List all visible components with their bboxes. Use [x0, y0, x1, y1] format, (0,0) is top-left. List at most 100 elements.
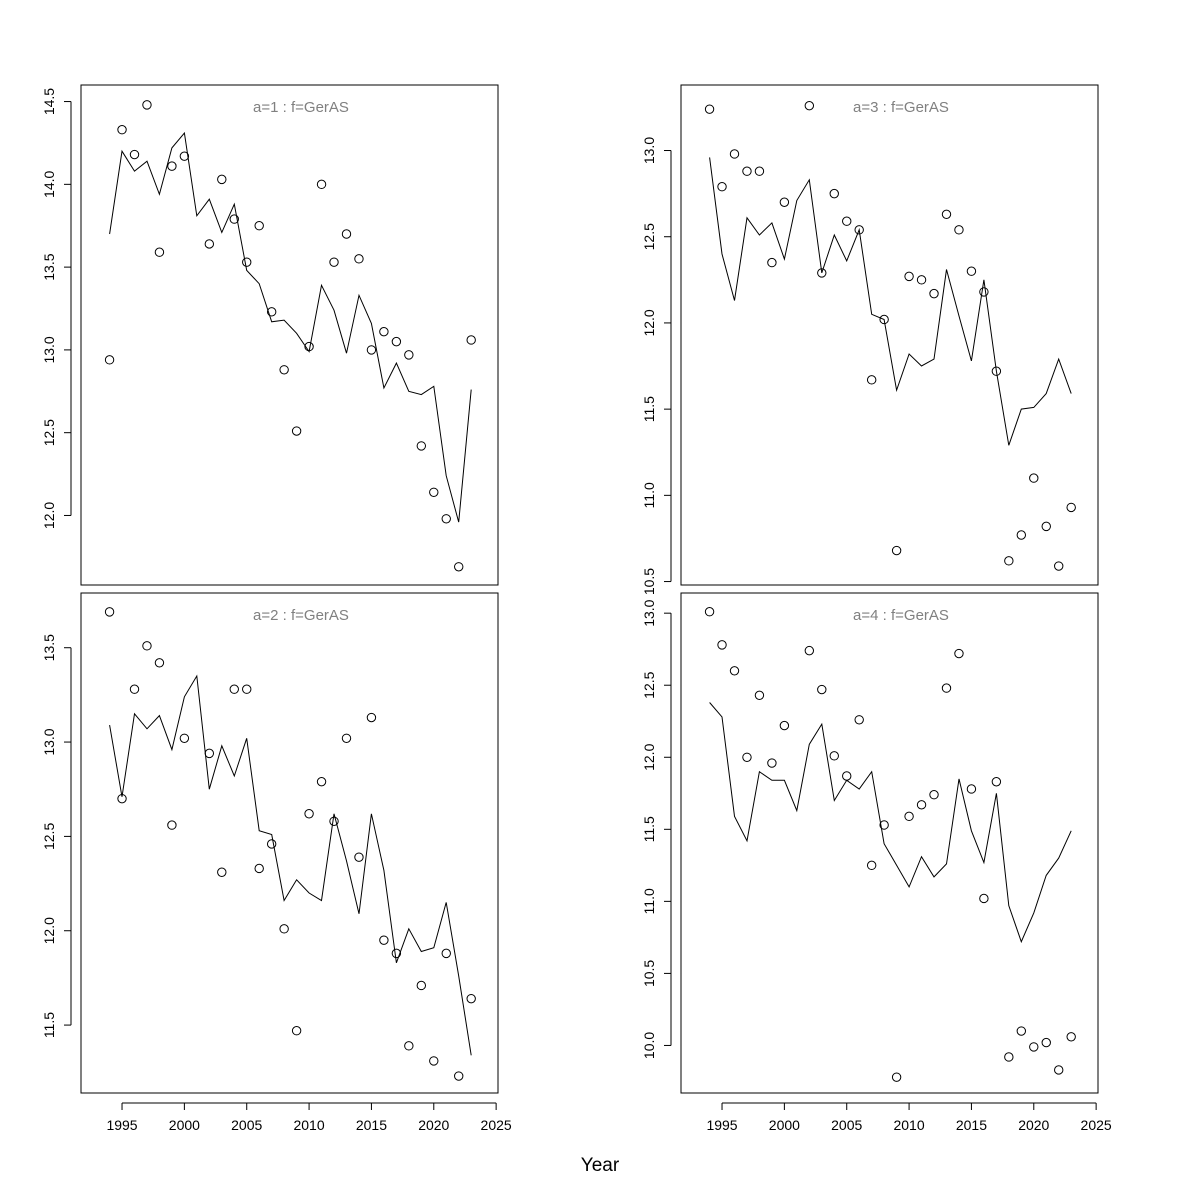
observed-point: [1016, 530, 1027, 540]
observed-point: [142, 641, 152, 651]
y-tick-label: 13.0: [641, 599, 657, 626]
y-tick-label: 13.5: [41, 634, 57, 661]
observed-point: [916, 275, 927, 285]
panel-top-left: a=1 : f=GerAS 12.0 12.5 13.0 13.5 14.0 14.5: [41, 84, 499, 586]
y-tick-label: 13.0: [641, 137, 657, 164]
x-tick-label: 2025: [481, 1117, 512, 1133]
y-tick-label: 13.5: [41, 253, 57, 280]
y-tick-label: 12.5: [641, 223, 657, 250]
fitted-line: [109, 131, 472, 523]
observed-point: [891, 1072, 902, 1082]
observed-point: [242, 257, 252, 267]
observed-point: [379, 935, 389, 945]
observed-point: [817, 268, 827, 278]
x-tick-label: 1995: [706, 1117, 737, 1133]
observed-point: [842, 771, 852, 781]
observed-point: [154, 247, 165, 257]
y-tick-label: 13.0: [41, 336, 57, 363]
x-tick-label: 2025: [1081, 1117, 1112, 1133]
observed-point: [854, 715, 864, 725]
observed-point: [916, 800, 927, 810]
observed-point: [1041, 1037, 1051, 1048]
x-tick-label: 2010: [893, 1117, 924, 1133]
observed-point: [354, 254, 364, 264]
observed-point: [217, 867, 227, 877]
fitted-line: [109, 674, 472, 1056]
fitted-line: [709, 157, 1072, 446]
observed-point: [391, 336, 402, 347]
y-tick-label: 12.5: [41, 823, 57, 850]
y-tick-label: 12.5: [41, 419, 57, 446]
observed-point: [254, 863, 264, 874]
observed-point: [129, 149, 140, 160]
plot-frame: [680, 592, 1099, 1094]
observed-point: [754, 690, 765, 701]
observed-point: [266, 839, 277, 849]
observed-point: [804, 645, 815, 656]
y-tick-label: 12.0: [641, 309, 657, 336]
observed-point: [279, 924, 289, 934]
x-tick-label: 2005: [231, 1117, 262, 1133]
observed-point: [1054, 1065, 1064, 1075]
observed-point: [979, 287, 989, 297]
observed-point: [291, 426, 302, 436]
observed-point: [866, 860, 877, 871]
panel-title: a=1 : f=GerAS: [253, 99, 349, 116]
observed-point: [104, 355, 115, 365]
y-tick-label: 11.5: [641, 396, 657, 422]
y-tick-label: 11.0: [641, 888, 657, 914]
fitted-line: [709, 702, 1072, 944]
plot-frame: [680, 84, 1099, 586]
observed-point: [891, 545, 902, 556]
observed-point: [842, 216, 852, 226]
observed-point: [717, 182, 727, 192]
x-tick-label: 2020: [418, 1117, 449, 1133]
observed-point: [204, 239, 215, 249]
y-tick-label: 10.5: [641, 960, 657, 987]
observed-point: [779, 720, 790, 731]
observed-point: [316, 776, 327, 787]
observed-point: [117, 125, 127, 135]
observed-point: [1041, 521, 1051, 532]
observed-point: [254, 221, 264, 231]
x-tick-label: 1995: [106, 1117, 137, 1133]
panel-title: a=2 : f=GerAS: [253, 607, 349, 624]
observed-point: [466, 335, 476, 345]
observed-point: [954, 648, 964, 659]
y-tick-label: 12.5: [641, 671, 657, 698]
observed-point: [866, 375, 877, 385]
observed-point: [1029, 473, 1039, 483]
plot-frame: [80, 84, 499, 586]
observed-point: [729, 666, 740, 676]
observed-point: [704, 607, 715, 617]
observed-point: [416, 980, 427, 991]
observed-point: [441, 514, 451, 524]
observed-point: [391, 948, 402, 959]
x-axis-label: Year: [580, 1155, 620, 1176]
y-tick-label: 11.0: [641, 482, 657, 508]
observed-point: [966, 784, 977, 794]
observed-point: [266, 307, 277, 317]
observed-point: [304, 341, 314, 352]
observed-point: [954, 225, 964, 235]
observed-point: [966, 266, 977, 276]
observed-point: [904, 271, 914, 282]
observed-point: [1004, 556, 1014, 566]
observed-point: [329, 257, 339, 267]
x-tick-label: 2020: [1018, 1117, 1049, 1133]
observed-point: [167, 161, 177, 171]
observed-point: [729, 149, 740, 159]
observed-point: [742, 166, 752, 176]
observed-point: [804, 100, 815, 111]
observed-point: [117, 793, 127, 804]
observed-point: [829, 188, 839, 199]
observed-point: [204, 748, 215, 759]
observed-point: [179, 151, 190, 161]
observed-point: [341, 229, 352, 239]
observed-point: [379, 326, 389, 337]
observed-point: [366, 712, 377, 723]
observed-point: [229, 214, 239, 224]
panel-title: a=4 : f=GerAS: [853, 607, 949, 624]
y-tick-label: 12.0: [641, 743, 657, 770]
